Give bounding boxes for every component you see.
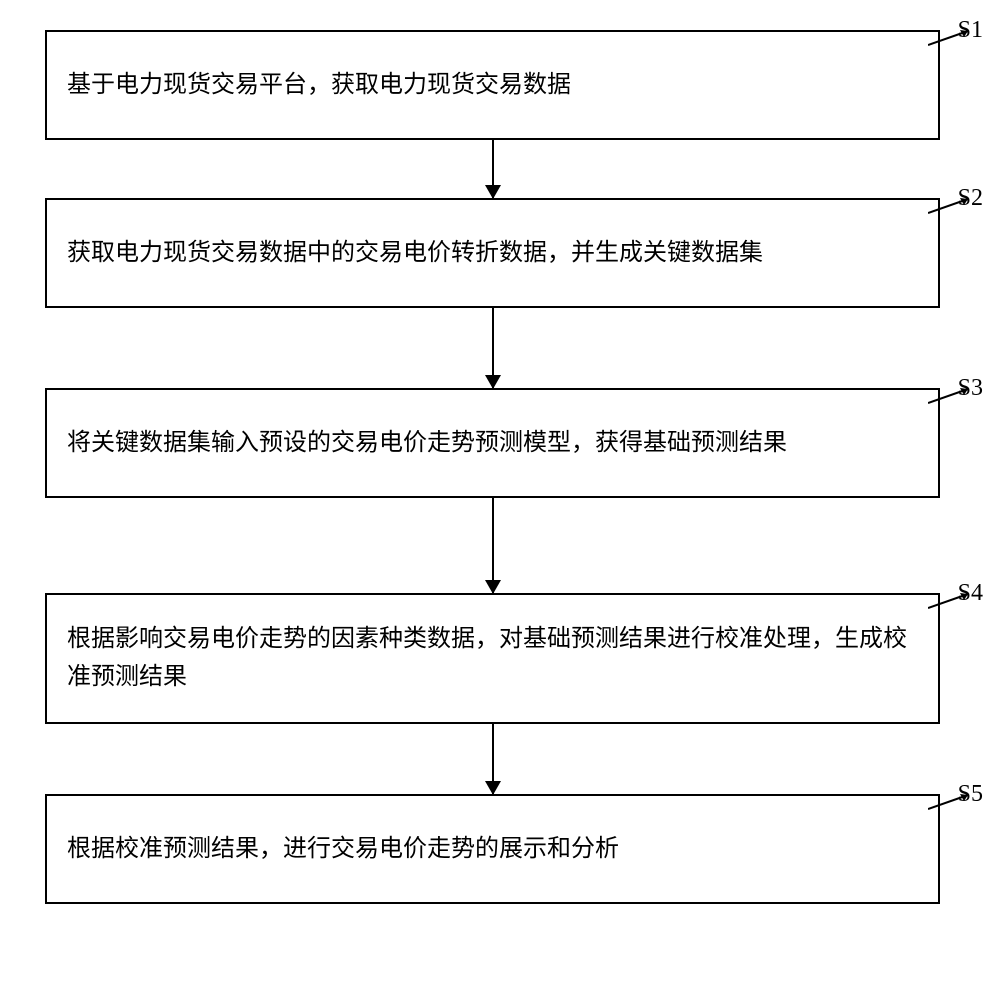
step-box-s5: S5 根据校准预测结果，进行交易电价走势的展示和分析	[45, 794, 940, 904]
arrow-down-icon	[483, 185, 503, 199]
step-box-s4: S4 根据影响交易电价走势的因素种类数据，对基础预测结果进行校准处理，生成校准预…	[45, 593, 940, 724]
step-box-s2: S2 获取电力现货交易数据中的交易电价转折数据，并生成关键数据集	[45, 198, 940, 308]
arrow-down-icon	[483, 781, 503, 795]
step-text: 根据影响交易电价走势的因素种类数据，对基础预测结果进行校准处理，生成校准预测结果	[67, 620, 918, 697]
step-label: S5	[958, 781, 983, 808]
step-label: S2	[958, 185, 983, 212]
flowchart-container: S1 基于电力现货交易平台，获取电力现货交易数据 S2 获取电力现货交易数据中的…	[45, 30, 940, 904]
step-box-s1: S1 基于电力现货交易平台，获取电力现货交易数据	[45, 30, 940, 140]
arrow-down-icon	[483, 580, 503, 594]
connector	[45, 308, 940, 388]
arrow-down-icon	[483, 375, 503, 389]
connector	[45, 498, 940, 593]
step-label: S3	[958, 375, 983, 402]
step-label: S4	[958, 580, 983, 607]
step-text: 将关键数据集输入预设的交易电价走势预测模型，获得基础预测结果	[67, 424, 787, 462]
connector-line	[492, 498, 494, 593]
step-text: 获取电力现货交易数据中的交易电价转折数据，并生成关键数据集	[67, 234, 763, 272]
step-label: S1	[958, 17, 983, 44]
step-text: 根据校准预测结果，进行交易电价走势的展示和分析	[67, 830, 619, 868]
step-text: 基于电力现货交易平台，获取电力现货交易数据	[67, 66, 571, 104]
connector	[45, 140, 940, 198]
step-box-s3: S3 将关键数据集输入预设的交易电价走势预测模型，获得基础预测结果	[45, 388, 940, 498]
connector	[45, 724, 940, 794]
